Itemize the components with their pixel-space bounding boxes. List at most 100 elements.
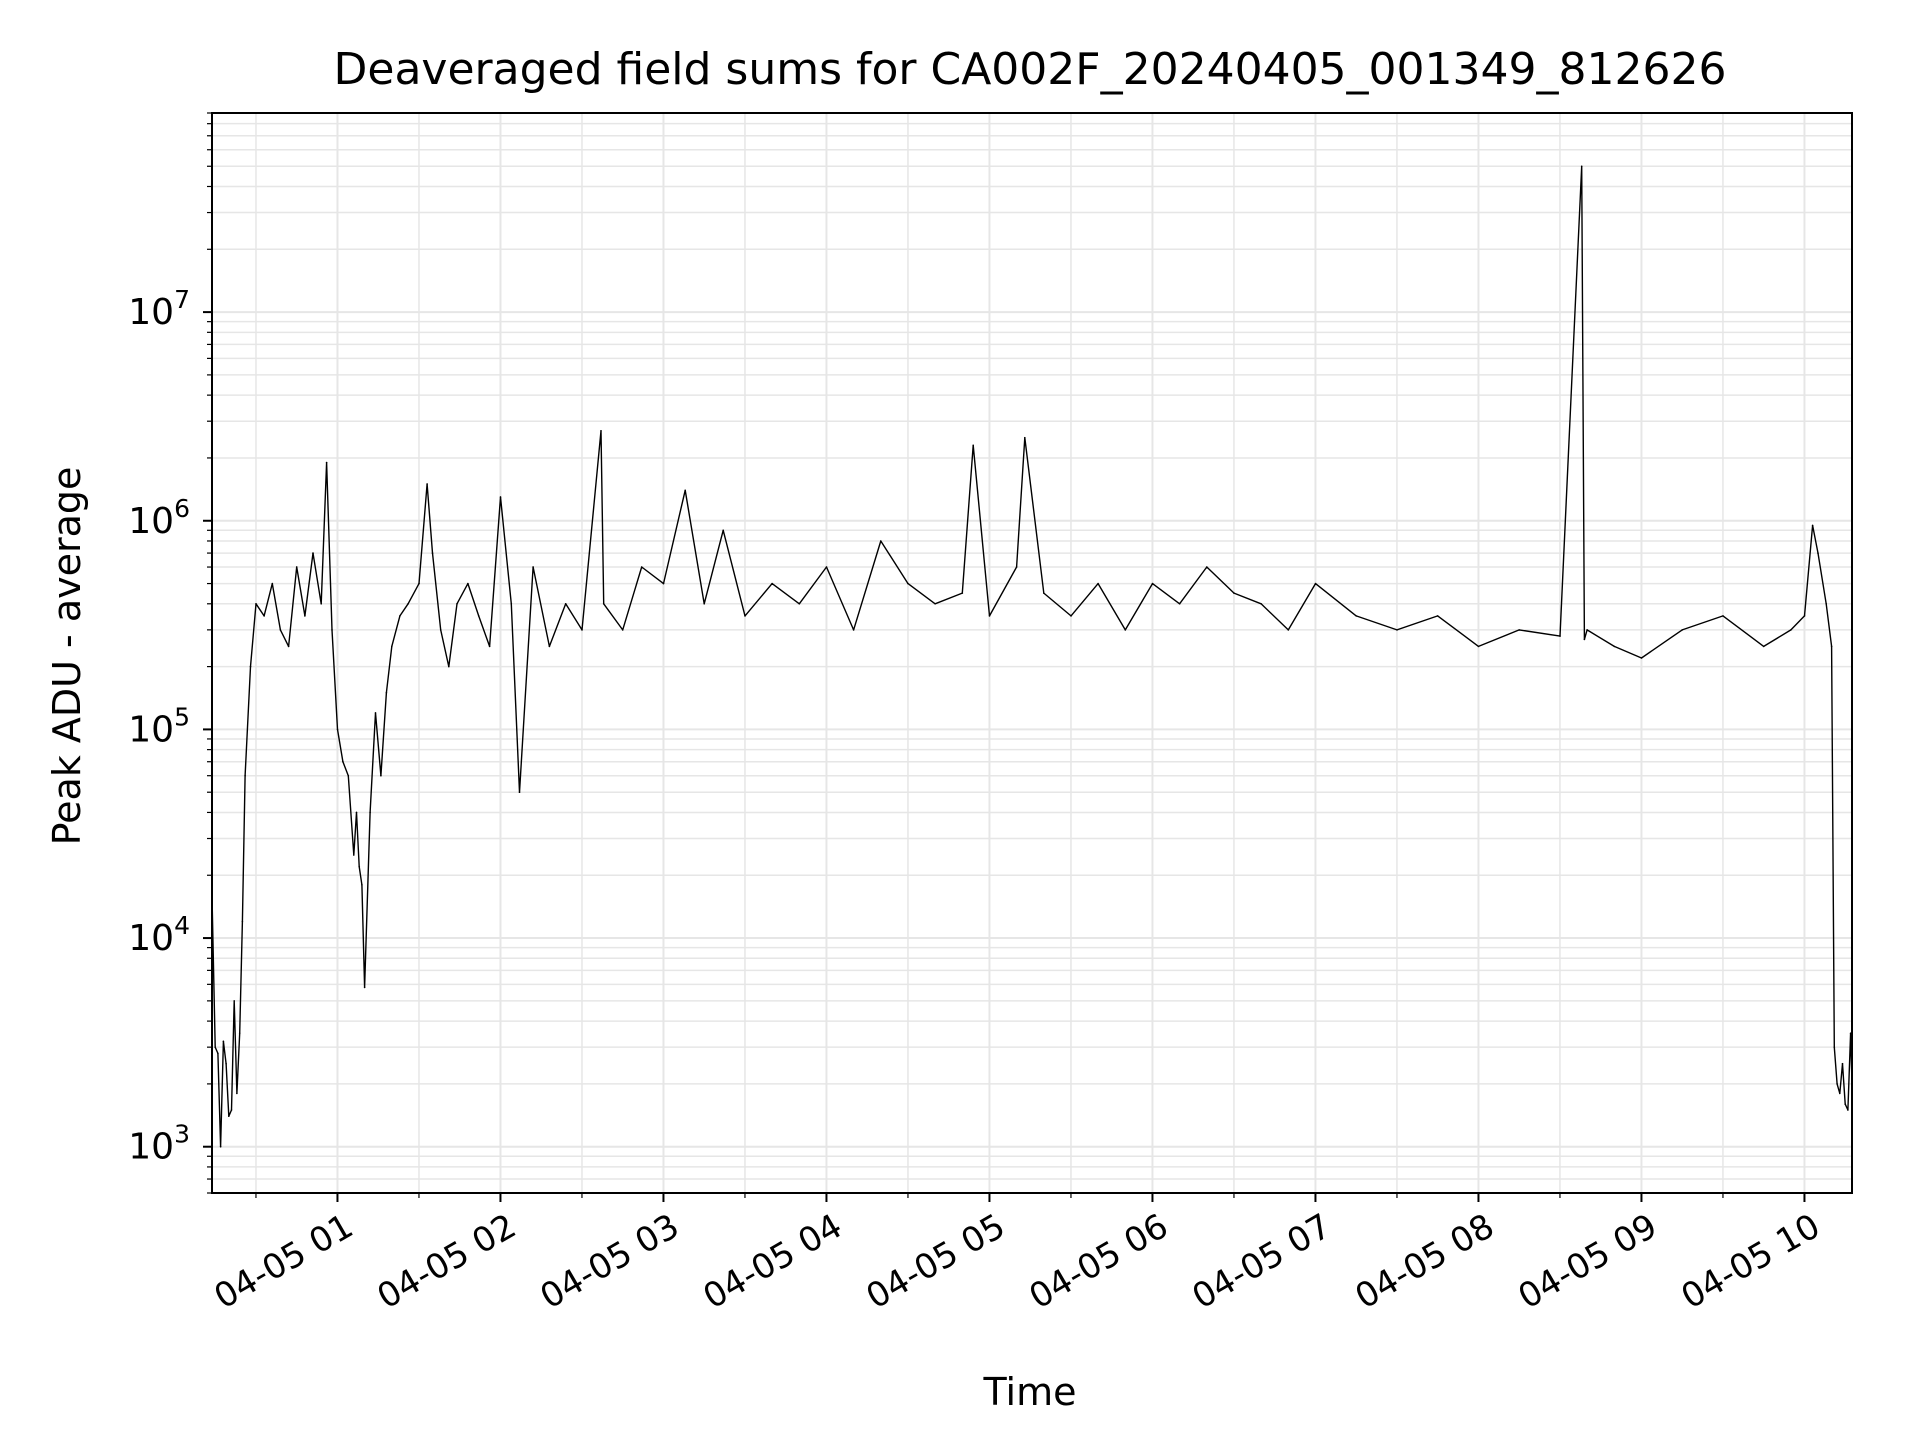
data-point xyxy=(1803,615,1806,617)
data-point xyxy=(1830,645,1833,648)
data-point xyxy=(880,540,882,542)
series-line xyxy=(211,165,1853,1148)
data-point xyxy=(363,986,366,989)
data-point xyxy=(1314,582,1317,585)
data-point xyxy=(662,582,665,585)
data-point xyxy=(255,603,257,605)
data-point xyxy=(1580,165,1583,168)
data-point xyxy=(244,774,246,777)
y-tick-base: 10 xyxy=(128,709,174,750)
data-point xyxy=(1817,552,1819,554)
data-point xyxy=(263,615,265,617)
data-point xyxy=(467,582,469,585)
y-tick-label: 104 xyxy=(128,911,190,959)
data-point xyxy=(287,645,290,648)
data-point xyxy=(374,712,377,714)
data-point xyxy=(1762,645,1765,648)
data-point xyxy=(1833,1046,1836,1048)
data-point xyxy=(532,566,534,568)
data-point xyxy=(1559,635,1561,637)
data-point xyxy=(219,1145,222,1148)
data-point xyxy=(1043,592,1045,594)
data-point xyxy=(564,603,567,605)
data-point xyxy=(1355,615,1357,617)
data-point xyxy=(510,603,513,605)
data-point xyxy=(722,529,724,532)
data-point xyxy=(249,665,252,668)
data-point xyxy=(1518,629,1520,631)
data-point xyxy=(1024,436,1026,439)
data-point xyxy=(1681,629,1683,631)
data-point xyxy=(217,1052,219,1055)
data-point xyxy=(331,629,333,631)
series-layer xyxy=(211,165,1853,1148)
y-tick-label: 107 xyxy=(128,285,190,333)
data-point xyxy=(407,603,409,605)
data-point xyxy=(238,1032,241,1034)
data-point xyxy=(1640,657,1643,659)
data-point xyxy=(1811,524,1814,527)
y-tick-exponent: 4 xyxy=(174,911,190,940)
data-point xyxy=(380,774,382,777)
data-point xyxy=(236,1092,238,1095)
data-point xyxy=(320,603,323,605)
data-point xyxy=(1070,615,1072,617)
data-point xyxy=(1151,582,1154,585)
data-point xyxy=(600,430,602,432)
data-point xyxy=(934,603,936,605)
data-point xyxy=(684,489,686,492)
data-point xyxy=(825,566,828,568)
data-point xyxy=(1477,645,1480,648)
data-point xyxy=(1825,603,1827,605)
data-point xyxy=(972,444,974,447)
data-point xyxy=(233,1000,235,1002)
data-point xyxy=(431,552,434,554)
data-point xyxy=(336,728,339,731)
data-point xyxy=(214,1046,216,1048)
data-point xyxy=(271,582,274,585)
data-point xyxy=(418,582,420,585)
x-axis-label: Time xyxy=(983,1370,1077,1414)
data-point xyxy=(961,592,964,594)
y-tick-label: 105 xyxy=(128,702,190,750)
data-point xyxy=(798,603,801,605)
data-point xyxy=(1790,629,1792,631)
data-point xyxy=(548,645,551,648)
data-point xyxy=(355,811,358,814)
y-axis-label: Peak ADU - average xyxy=(45,467,89,846)
data-point xyxy=(385,691,388,694)
data-point xyxy=(602,603,605,605)
data-point xyxy=(1436,615,1439,617)
y-tick-label: 103 xyxy=(128,1120,190,1168)
y-tick-exponent: 6 xyxy=(174,494,190,523)
chart-title: Deaveraged field sums for CA002F_2024040… xyxy=(334,44,1727,95)
data-point xyxy=(852,629,855,631)
data-point xyxy=(1583,638,1586,641)
data-point xyxy=(1839,1092,1841,1095)
data-point xyxy=(391,645,393,648)
data-point xyxy=(488,645,491,648)
data-point xyxy=(1206,566,1208,568)
data-point xyxy=(1260,603,1262,605)
data-point xyxy=(518,791,521,793)
data-point xyxy=(1586,629,1588,631)
data-point xyxy=(1178,603,1181,605)
data-point xyxy=(304,615,306,617)
data-point xyxy=(399,615,401,617)
plot-frame xyxy=(211,112,1853,1194)
data-point xyxy=(448,665,450,668)
grid xyxy=(212,112,1852,1194)
y-tick-exponent: 7 xyxy=(174,285,190,314)
y-tick-base: 10 xyxy=(128,501,174,542)
data-point xyxy=(225,1062,227,1065)
data-point xyxy=(1233,592,1235,594)
data-point xyxy=(312,552,314,554)
data-point xyxy=(744,615,746,617)
y-tick-exponent: 5 xyxy=(174,702,190,731)
series-1 xyxy=(211,165,1853,1148)
y-tick-base: 10 xyxy=(128,1127,174,1168)
data-point xyxy=(499,496,502,498)
y-tick-base: 10 xyxy=(128,292,174,333)
